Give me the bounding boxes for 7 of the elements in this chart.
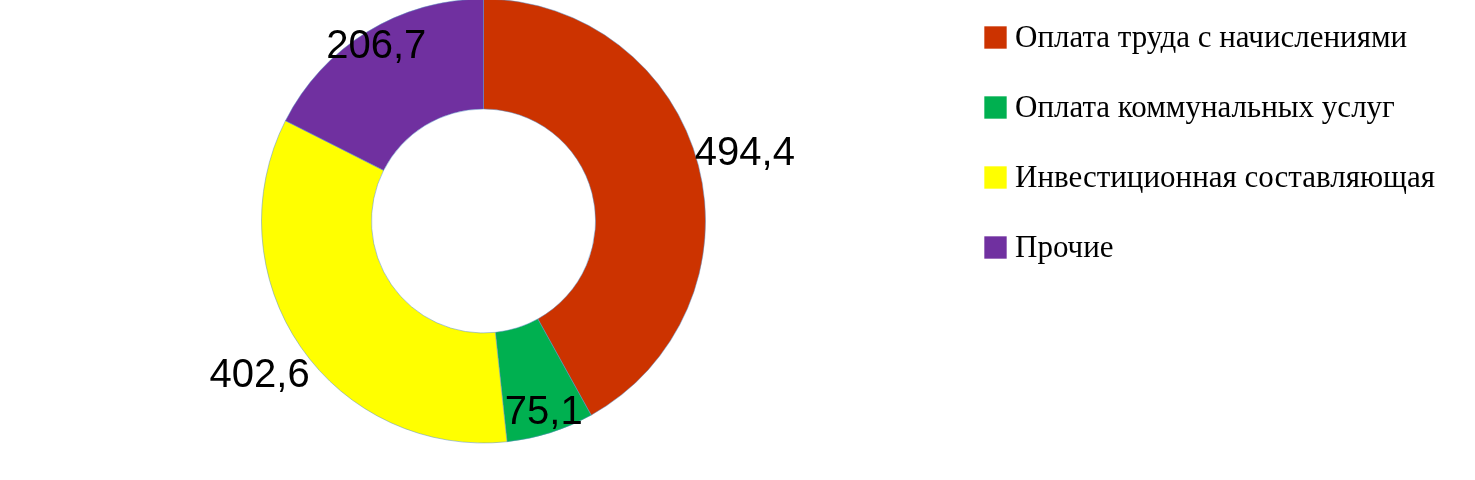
legend-label: Инвестиционная составляющая	[1015, 158, 1435, 194]
data-label: 494,4	[694, 129, 795, 174]
legend-label: Оплата коммунальных услуг	[1015, 88, 1395, 124]
legend-label: Прочие	[1015, 228, 1114, 264]
data-label: 75,1	[504, 387, 583, 432]
legend-label: Оплата труда с начислениями	[1015, 18, 1408, 54]
data-label: 402,6	[209, 351, 310, 396]
